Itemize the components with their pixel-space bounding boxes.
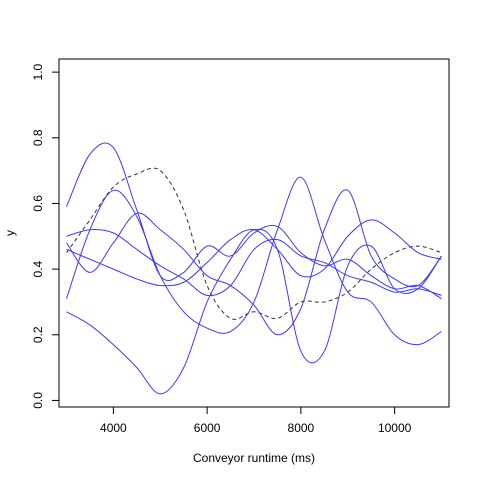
plot-frame bbox=[58, 58, 450, 408]
series-line-1 bbox=[66, 142, 442, 300]
series-line-2 bbox=[66, 176, 442, 346]
x-tick-label: 6000 bbox=[194, 421, 221, 435]
y-tick-label: 1.0 bbox=[31, 63, 45, 80]
y-tick-label: 0.0 bbox=[31, 392, 45, 409]
y-axis: 0.0 0.2 0.4 0.6 0.8 1.0 bbox=[31, 63, 59, 409]
x-axis: 4000 6000 8000 10000 bbox=[100, 407, 412, 435]
series-line-6 bbox=[66, 229, 442, 297]
y-tick-label: 0.8 bbox=[31, 129, 45, 146]
x-tick-label: 4000 bbox=[100, 421, 127, 435]
x-axis-label: Conveyor runtime (ms) bbox=[193, 451, 315, 465]
y-tick-label: 0.2 bbox=[31, 326, 45, 343]
series-line-dashed bbox=[66, 167, 442, 320]
y-axis-label-group: y bbox=[3, 230, 17, 236]
y-axis-label: y bbox=[3, 230, 17, 236]
y-tick-label: 0.6 bbox=[31, 195, 45, 212]
series-line-5 bbox=[66, 228, 442, 395]
series-line-3 bbox=[66, 189, 442, 336]
y-tick-label: 0.4 bbox=[31, 260, 45, 277]
x-tick-label: 10000 bbox=[378, 421, 412, 435]
x-tick-label: 8000 bbox=[288, 421, 315, 435]
series-group bbox=[66, 142, 442, 395]
